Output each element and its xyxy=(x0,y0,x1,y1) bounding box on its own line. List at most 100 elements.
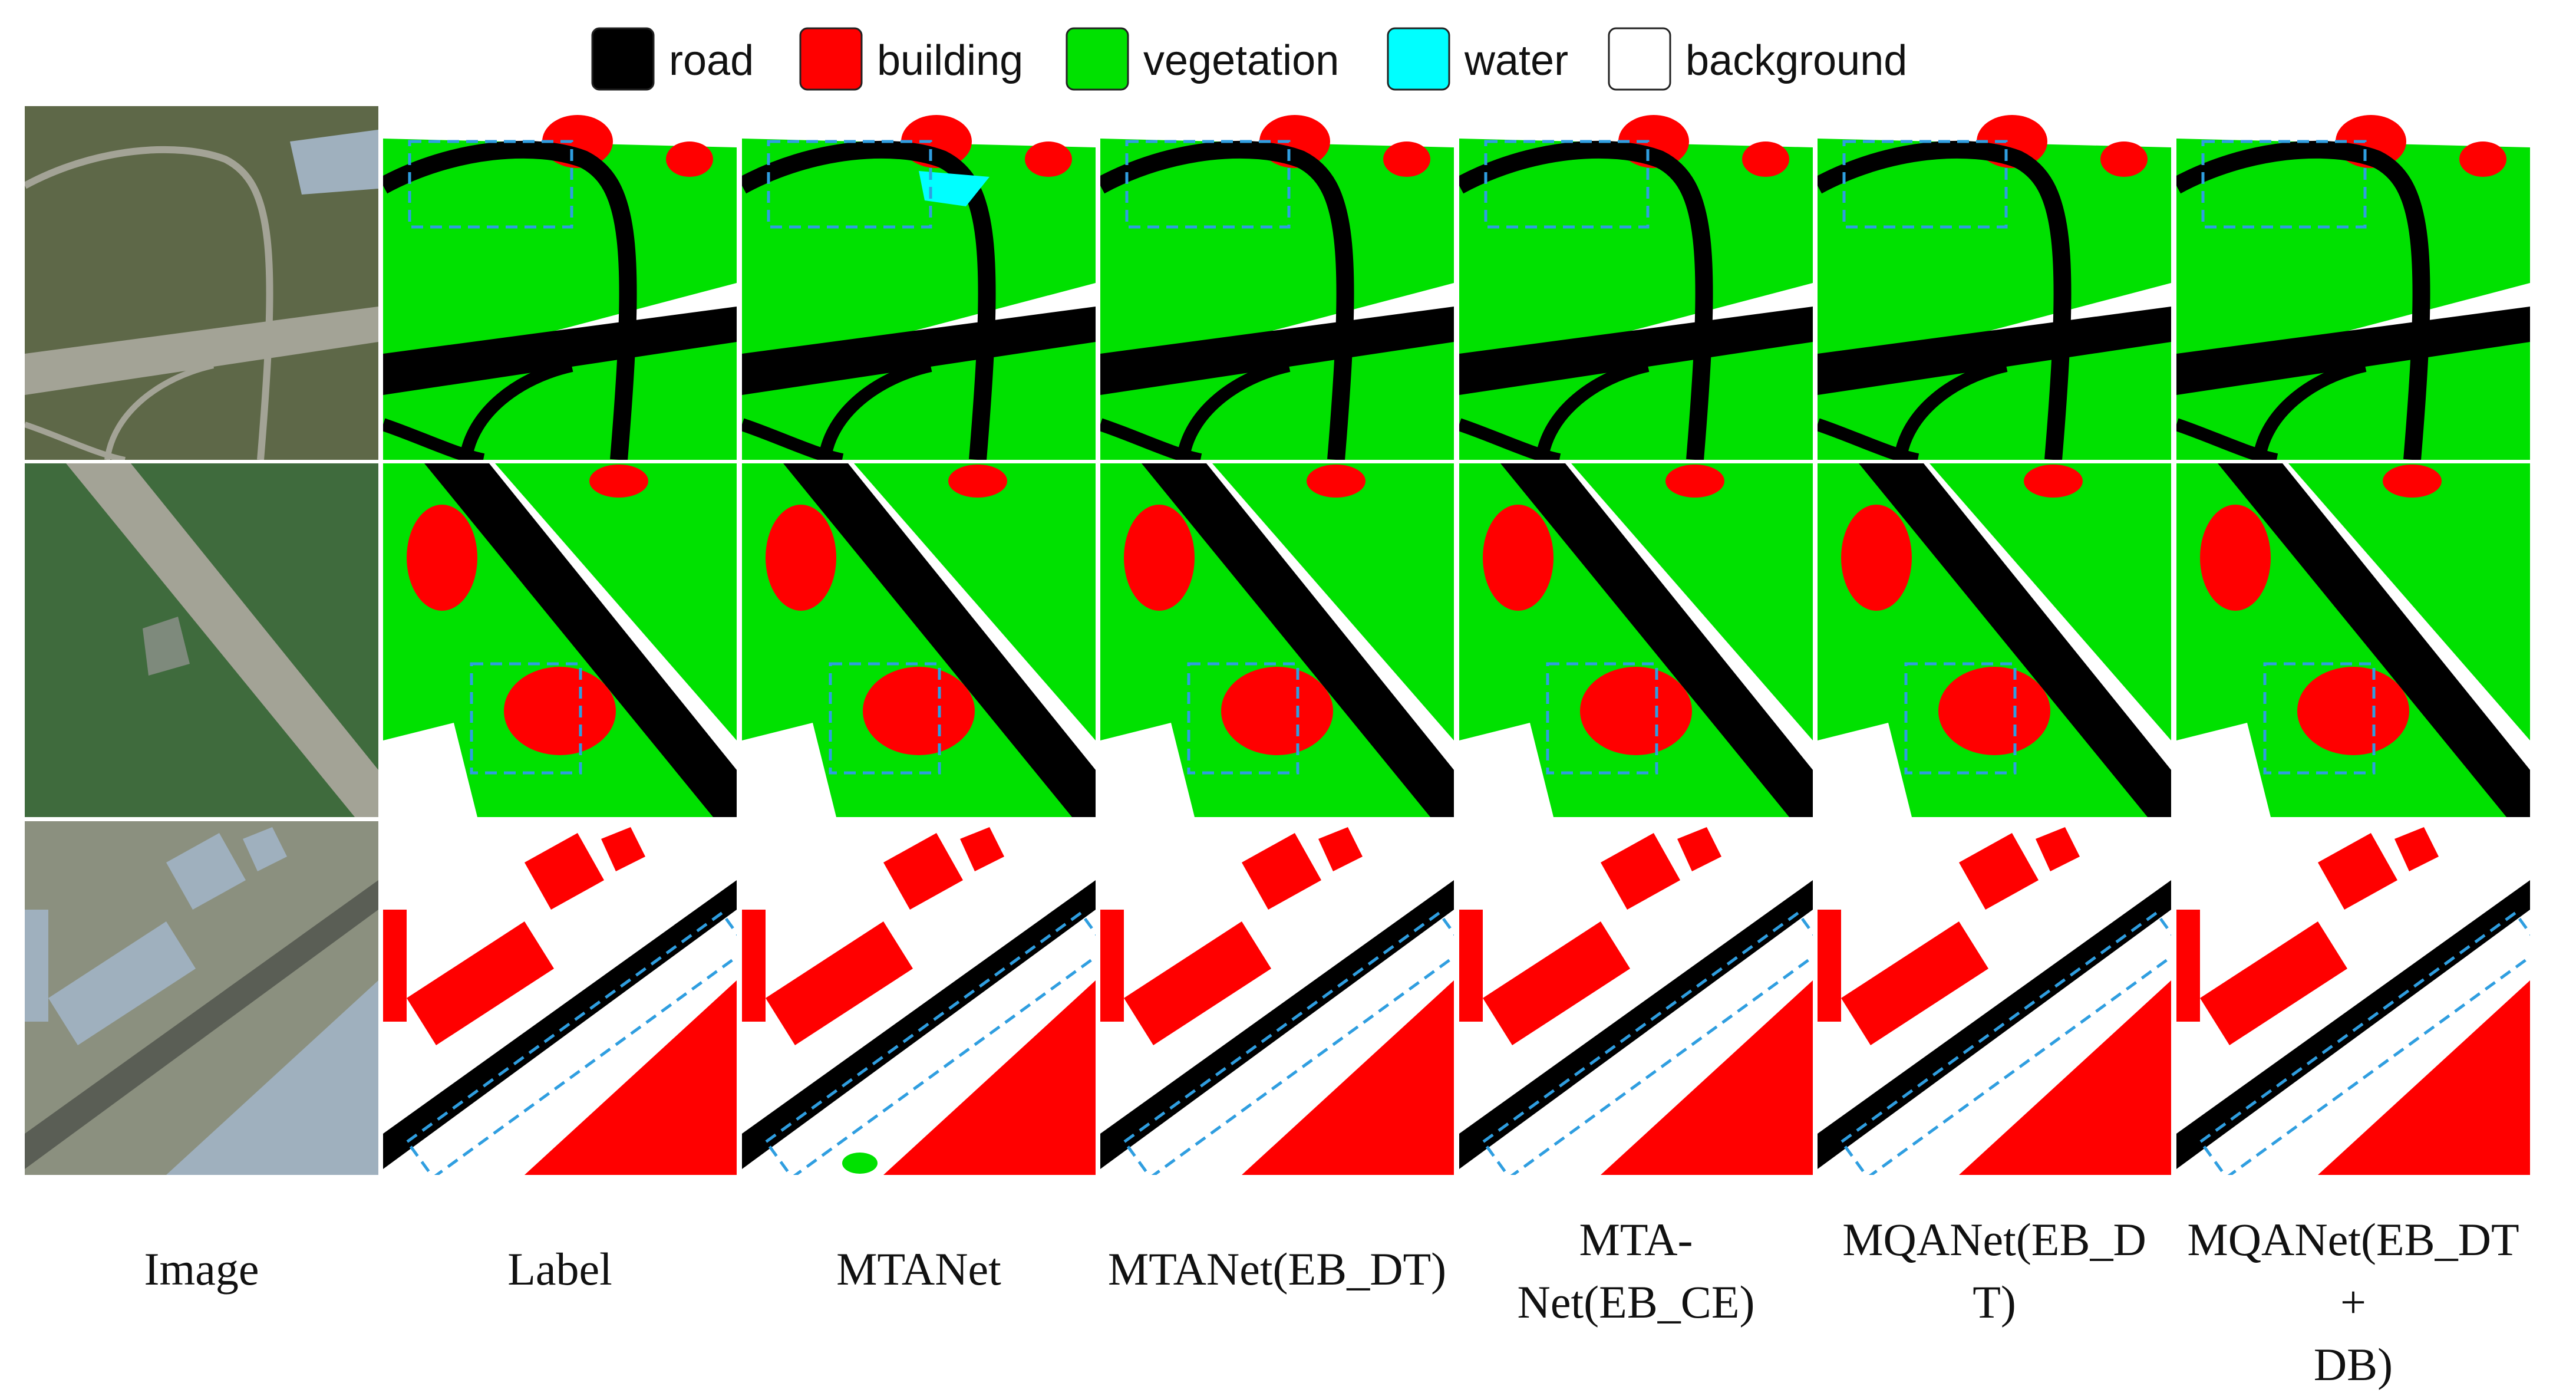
building-region xyxy=(383,910,407,1022)
building-region xyxy=(525,833,604,910)
caption-label: Label xyxy=(383,1238,737,1300)
building-region xyxy=(1818,910,1841,1022)
grid-cell-industrial-urban-label xyxy=(383,821,737,1175)
building-region xyxy=(2100,141,2148,177)
result-grid xyxy=(25,106,2530,1175)
building-region xyxy=(601,827,645,871)
building-region xyxy=(2318,980,2530,1175)
caption-line: Net(EB_CE) xyxy=(1517,1276,1755,1328)
building-region xyxy=(25,910,48,1022)
legend-label-vegetation: vegetation xyxy=(1143,37,1339,84)
caption-line: Label xyxy=(507,1243,612,1295)
side-road xyxy=(1818,418,1919,460)
caption-mqanet-eb-dt: MQANet(EB_D T) xyxy=(1818,1209,2171,1334)
building-region xyxy=(2318,833,2397,910)
grid-cell-industrial-urban-mtanet-eb-ce xyxy=(1459,821,1813,1175)
caption-line: MQANet(EB_DT + xyxy=(2187,1214,2519,1328)
curved-ramp xyxy=(1459,140,1713,460)
building-region xyxy=(1459,910,1483,1022)
grid-cell-highway-interchange-mqanet-eb-dt-db xyxy=(2176,106,2530,460)
legend-swatch-background xyxy=(1608,27,1671,91)
grid-cell-railway-rural-mtanet xyxy=(742,463,1096,817)
building-region xyxy=(766,505,836,611)
highlight-box xyxy=(470,662,582,775)
grid-cell-highway-interchange-mtanet-eb-dt xyxy=(1100,106,1454,460)
caption-mtanet-eb-ce: MTA- Net(EB_CE) xyxy=(1459,1209,1813,1334)
building-region xyxy=(2459,141,2506,177)
legend-label-road: road xyxy=(669,37,754,84)
railway-road xyxy=(783,463,1096,817)
curved-ramp xyxy=(2252,359,2367,460)
legend-label-background: background xyxy=(1686,37,1907,84)
grid-cell-industrial-urban-mqanet-eb-dt-db xyxy=(2176,821,2530,1175)
legend: road building vegetation water background xyxy=(591,27,1907,91)
building-region xyxy=(1318,827,1363,871)
building-region xyxy=(1742,141,1789,177)
highway-road xyxy=(742,307,1096,395)
highlight-box xyxy=(829,662,941,775)
grid-cell-highway-interchange-mtanet xyxy=(742,106,1096,460)
building-region xyxy=(883,833,963,910)
building-region xyxy=(863,667,975,755)
grid-cell-railway-rural-label xyxy=(383,463,737,817)
caption-image: Image xyxy=(25,1238,378,1300)
grid-cell-industrial-urban-mtanet-eb-dt xyxy=(1100,821,1454,1175)
railway-road xyxy=(1500,463,1813,817)
grid-cell-highway-interchange-label xyxy=(383,106,737,460)
building-region xyxy=(1959,980,2171,1175)
building-region xyxy=(1124,921,1271,1045)
building-region xyxy=(1242,833,1321,910)
highlight-box xyxy=(1904,662,2017,775)
highlight-box xyxy=(1484,140,1650,229)
curved-ramp xyxy=(459,359,573,460)
side-road xyxy=(1459,418,1561,460)
highlight-box xyxy=(1122,911,1454,1175)
grid-cell-highway-interchange-mqanet-eb-dt xyxy=(1818,106,2171,460)
highlight-box xyxy=(1481,911,1813,1175)
building-region xyxy=(589,465,648,498)
building-region xyxy=(766,921,913,1045)
building-region xyxy=(2200,505,2271,611)
water-region xyxy=(919,171,989,206)
side-road xyxy=(383,418,485,460)
building-region xyxy=(2024,465,2083,498)
building-region xyxy=(407,921,554,1045)
road-region xyxy=(25,880,378,1169)
building-region xyxy=(1665,465,1724,498)
building-region xyxy=(407,505,477,611)
building-region xyxy=(1601,833,1680,910)
building-region xyxy=(1677,827,1721,871)
rooftop xyxy=(290,130,378,195)
grid-cell-industrial-urban-image xyxy=(25,821,378,1175)
highlight-box xyxy=(408,140,573,229)
caption-mtanet: MTANet xyxy=(742,1238,1096,1300)
house xyxy=(143,617,190,676)
curved-ramp xyxy=(1535,359,1650,460)
building-region xyxy=(1383,141,1430,177)
building-region xyxy=(504,667,616,755)
grid-cell-highway-interchange-image xyxy=(25,106,378,460)
building-region xyxy=(960,827,1004,871)
building-region xyxy=(2176,910,2200,1022)
highway-road xyxy=(1100,307,1454,395)
grid-cell-industrial-urban-mtanet xyxy=(742,821,1096,1175)
highway-road xyxy=(2176,307,2530,395)
caption-line: MTANet xyxy=(836,1243,1001,1295)
highlight-box xyxy=(405,911,737,1175)
building-region xyxy=(742,910,766,1022)
building-region xyxy=(1100,910,1124,1022)
building-region xyxy=(1025,141,1072,177)
highlight-box xyxy=(2263,662,2376,775)
building-region xyxy=(525,980,737,1175)
highway-road xyxy=(383,307,737,395)
building-region xyxy=(1221,667,1333,755)
caption-line: MTA- xyxy=(1579,1214,1693,1265)
building-region xyxy=(2297,667,2409,755)
caption-mqanet-eb-dt-db: MQANet(EB_DT + DB) xyxy=(2176,1209,2530,1396)
background-region xyxy=(1100,723,1195,817)
railway-road xyxy=(2218,463,2530,817)
building-region xyxy=(166,833,246,910)
curved-ramp xyxy=(818,359,932,460)
building-region xyxy=(243,827,287,871)
legend-swatch-vegetation xyxy=(1066,27,1129,91)
